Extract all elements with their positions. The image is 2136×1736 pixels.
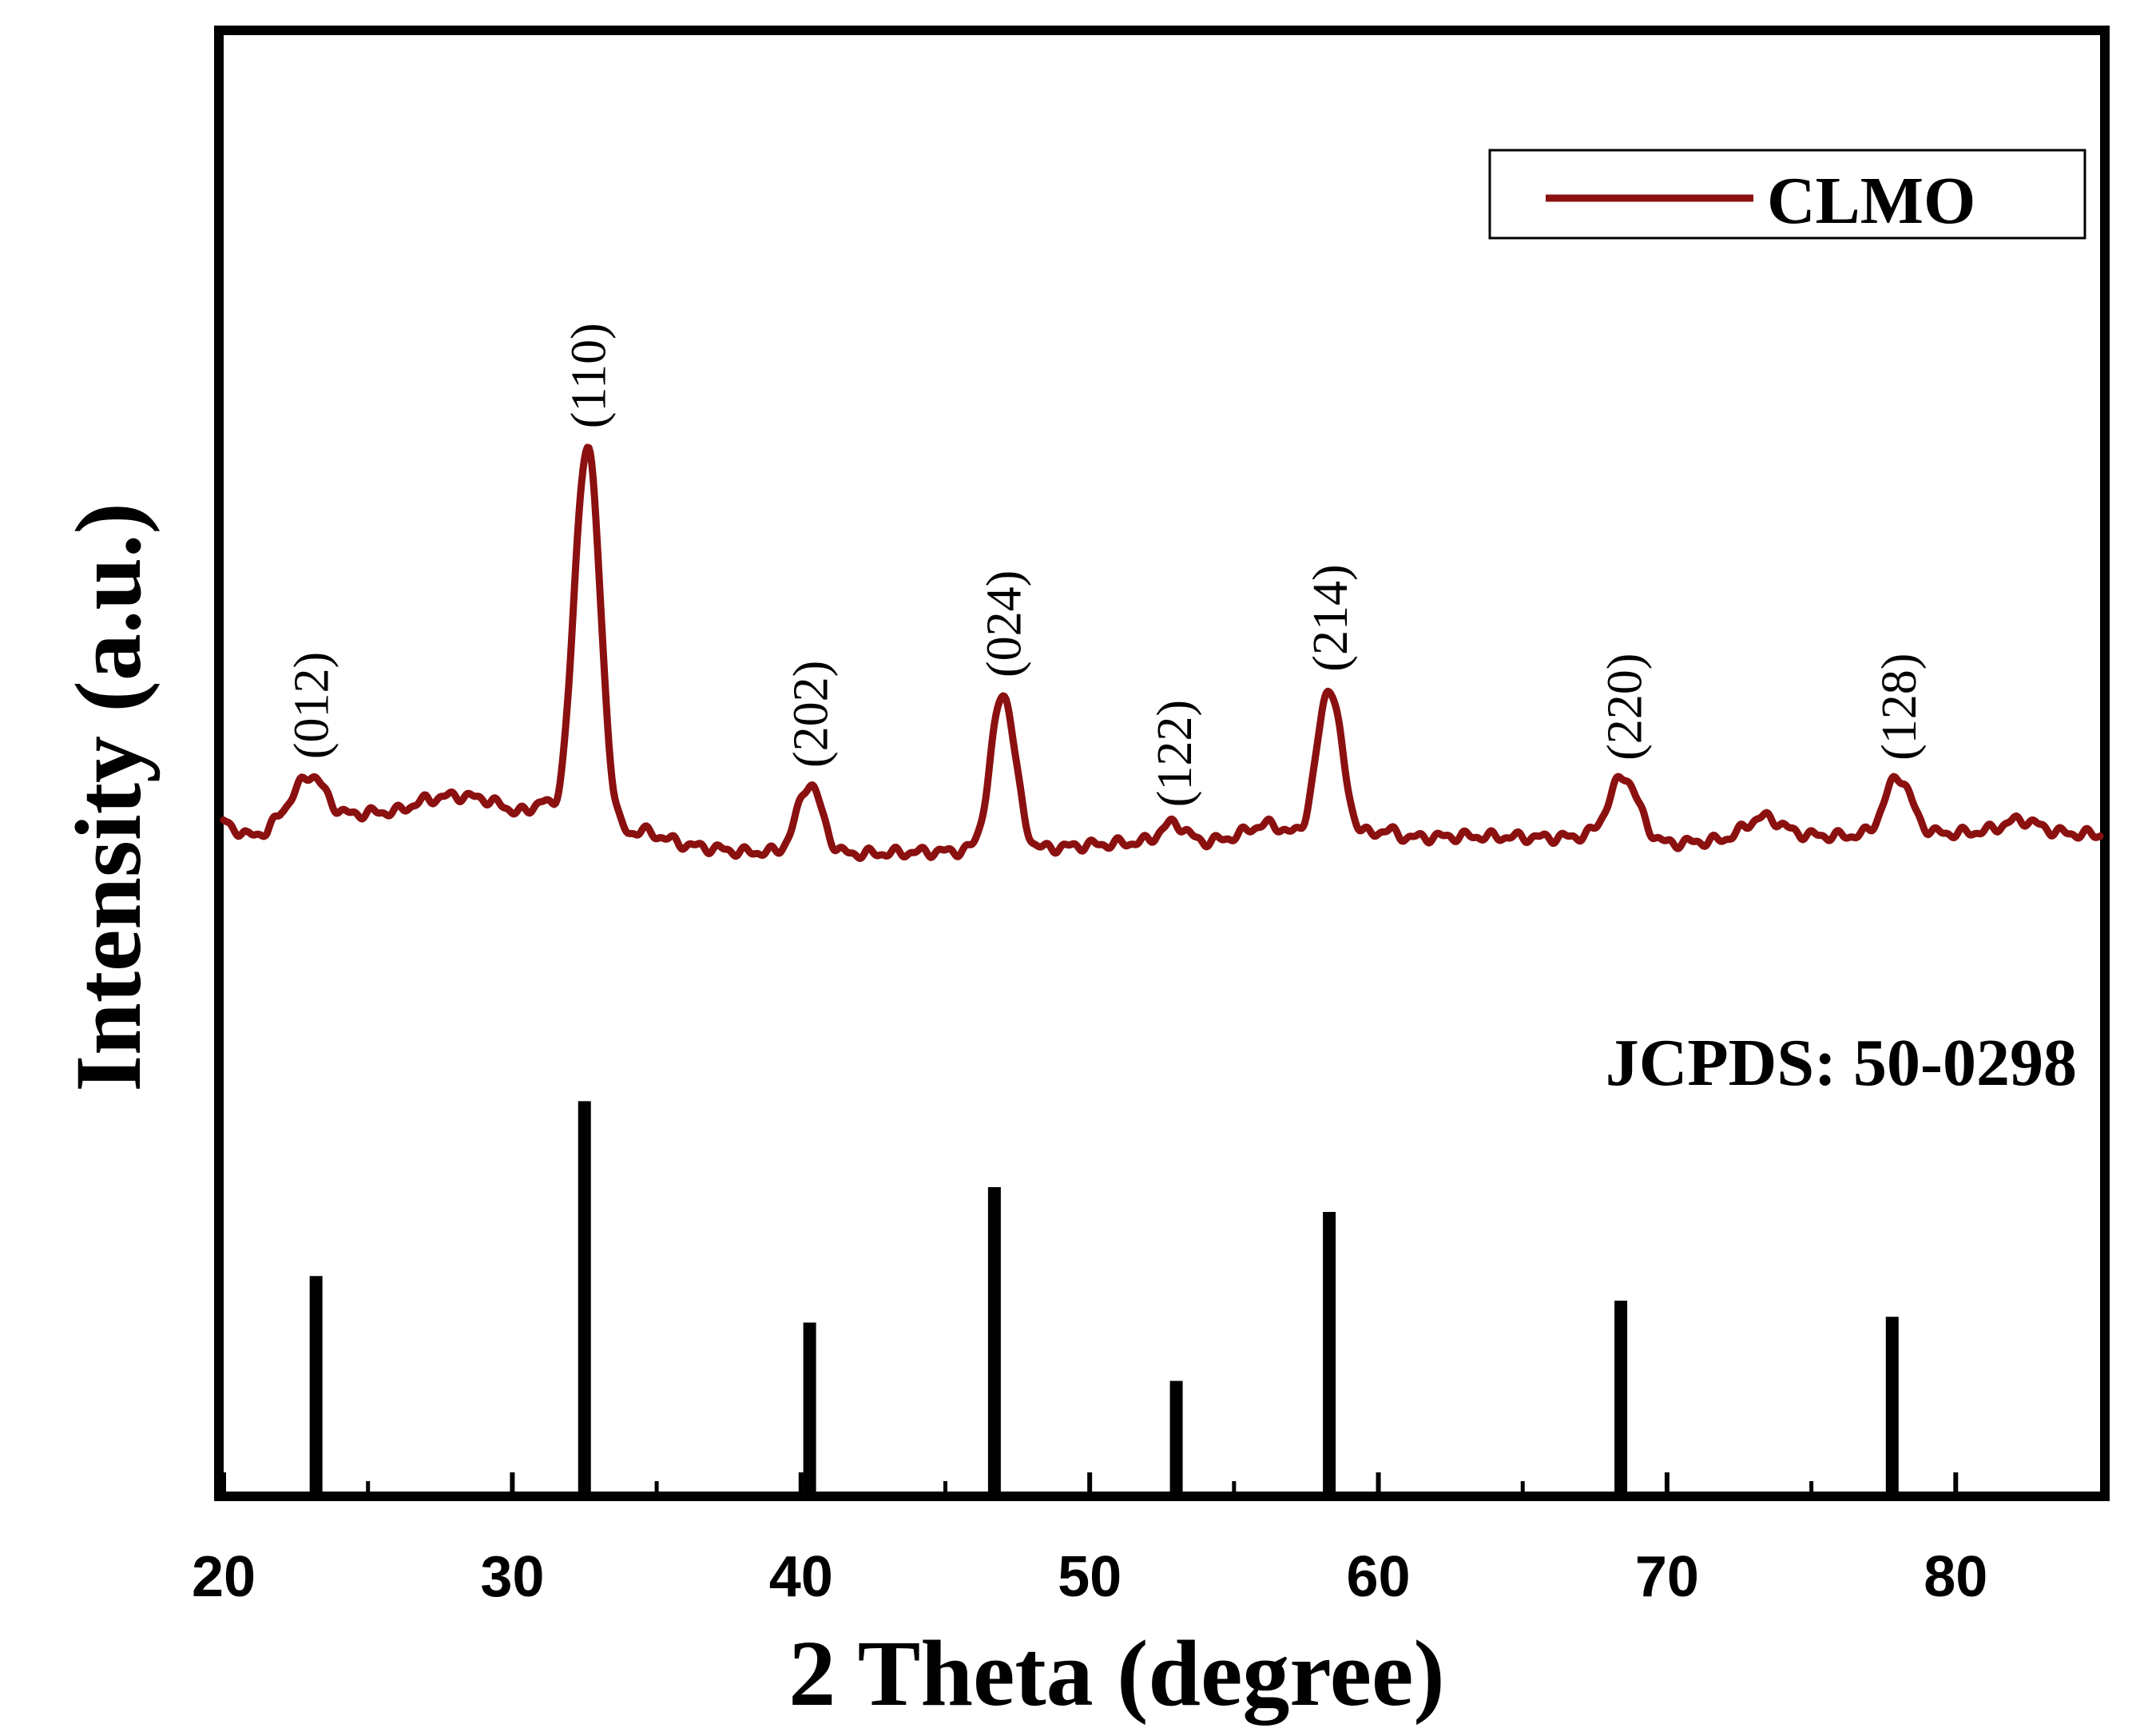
x-tick-label: 40 bbox=[769, 1545, 833, 1609]
peak-label: (128) bbox=[1872, 653, 1927, 761]
peak-label: (122) bbox=[1148, 700, 1202, 807]
reference-sticks bbox=[309, 1101, 1899, 1492]
peak-label: (110) bbox=[562, 323, 616, 428]
peak-label: (012) bbox=[284, 652, 339, 759]
legend: CLMO bbox=[1488, 149, 2086, 240]
plot-frame bbox=[214, 26, 2110, 1501]
x-tick-label: 20 bbox=[192, 1545, 256, 1609]
peak-label: (202) bbox=[784, 661, 839, 768]
x-axis: 20 30 40 50 60 70 80 bbox=[192, 1472, 1987, 1609]
legend-box bbox=[1488, 149, 2086, 240]
x-tick-label: 70 bbox=[1635, 1545, 1699, 1609]
x-tick-label: 80 bbox=[1924, 1545, 1987, 1609]
x-tick-label: 50 bbox=[1058, 1545, 1122, 1609]
peak-labels: (012) (110) (202) (024) (122) (214) (220) (128) bbox=[284, 323, 1927, 807]
peak-label: (214) bbox=[1304, 564, 1358, 671]
legend-label-clmo: CLMO bbox=[1767, 164, 1975, 238]
peak-label: (220) bbox=[1598, 653, 1653, 761]
peak-label: (024) bbox=[978, 570, 1032, 677]
reference-label: JCPDS: 50-0298 bbox=[1606, 1026, 2077, 1100]
x-tick-label: 30 bbox=[480, 1545, 544, 1609]
y-axis-title: Intensity (a.u.) bbox=[56, 503, 161, 1092]
x-tick-label: 60 bbox=[1346, 1545, 1410, 1609]
series-line-clmo bbox=[220, 443, 2104, 862]
x-axis-title: 2 Theta (degree) bbox=[788, 1621, 1444, 1726]
